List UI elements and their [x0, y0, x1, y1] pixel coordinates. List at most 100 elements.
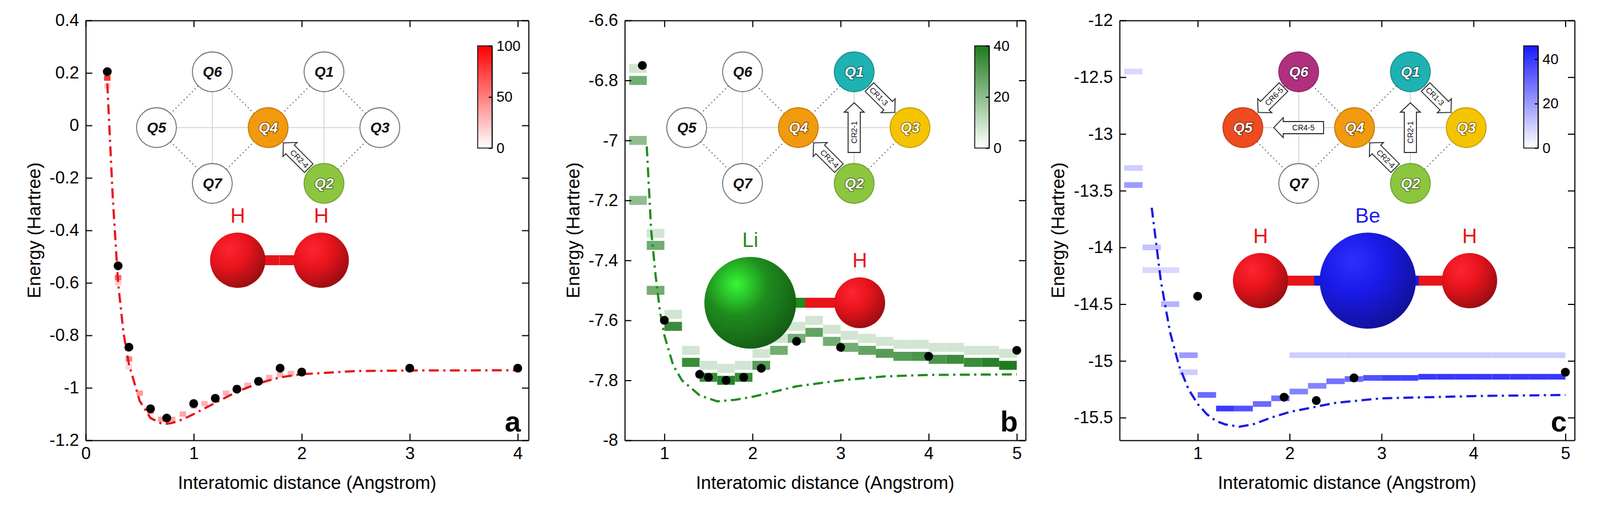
heatmap-cell: [1381, 352, 1400, 359]
data-point: [232, 384, 242, 394]
qubit-label: Q2: [314, 175, 334, 192]
tick-mark: [1567, 76, 1575, 78]
tick-label: -12.5: [1073, 67, 1113, 87]
tick-mark: [624, 320, 632, 322]
qubit-label: Q1: [844, 63, 865, 81]
tick: -7.2: [588, 190, 632, 211]
tick-label: -0.2: [49, 168, 80, 188]
tick: [1567, 77, 1575, 78]
data-point: [1193, 291, 1202, 301]
tick: -0.6: [49, 273, 93, 293]
qubit-node: [1390, 163, 1431, 204]
qubit-label: Q1: [314, 63, 334, 81]
tick: [1567, 190, 1575, 192]
coupling-arrow: CR1-3: [862, 80, 902, 120]
data-point: [721, 375, 731, 385]
tick-mark: [85, 283, 93, 285]
tick-mark: [301, 20, 303, 28]
tick-mark: [521, 72, 529, 75]
tick: 3: [835, 434, 846, 464]
data-point: [162, 414, 172, 423]
tick-label: -7.6: [588, 310, 619, 331]
atom: [293, 232, 349, 289]
coupling-arrow: CR6-5: [1251, 80, 1291, 120]
tick: 4: [924, 434, 934, 464]
heatmap-cell: [1528, 374, 1547, 380]
heatmap-cell: [201, 401, 208, 407]
atom: [210, 232, 266, 289]
data-point: [660, 316, 669, 326]
heatmap: [1123, 68, 1566, 412]
tick: -6.8: [588, 70, 632, 91]
tick-label: 3: [405, 443, 415, 464]
coupling-label: CR2-1: [849, 121, 859, 144]
tick: -12: [1088, 10, 1127, 30]
heatmap-cell: [1344, 352, 1363, 359]
tick-mark: [1018, 260, 1026, 262]
tick: -7.8: [588, 370, 632, 391]
heatmap-cell: [1399, 352, 1419, 359]
tick-mark: [1473, 20, 1475, 28]
molecule: HBeH: [1232, 204, 1498, 329]
heatmap-cell: [734, 373, 753, 383]
tick-mark: [663, 434, 666, 441]
qubit-node: [834, 163, 875, 204]
tick-label: 4: [513, 443, 523, 464]
data-point: [1311, 396, 1321, 406]
qubit-node: [304, 51, 344, 92]
tick-mark: [488, 148, 493, 150]
qubit-node: [192, 163, 233, 204]
data-point: [924, 352, 934, 362]
data-point: [1012, 346, 1022, 355]
heatmap-cell: [699, 361, 718, 370]
tick-mark: [1567, 190, 1575, 192]
y-axis: -8-7.8-7.6-7.4-7.2-7-6.8-6.6: [588, 10, 632, 451]
tick-label: 1: [1193, 443, 1203, 464]
tick: [1565, 20, 1566, 28]
axis-line: [625, 20, 1027, 22]
plot-area: [102, 67, 522, 425]
tick-mark: [1119, 247, 1127, 249]
heatmap-cell: [1123, 68, 1143, 75]
colorbar: 02040: [1523, 45, 1559, 157]
tick: [521, 388, 529, 389]
tick-label: -8: [602, 430, 619, 451]
y-axis-title: Energy (Hartree): [562, 162, 584, 299]
coupling-arrow: CR2-4: [276, 136, 316, 176]
qubit-node: [1390, 51, 1431, 92]
arrow-shape: [862, 80, 902, 120]
tick: [521, 125, 529, 127]
coupling-arrow: CR2-4: [806, 136, 846, 176]
colorbar: 02040: [974, 37, 1010, 157]
tick: -13.5: [1073, 181, 1127, 201]
tick-mark: [193, 434, 195, 441]
data-point: [703, 373, 713, 383]
tick-mark: [752, 20, 754, 28]
tick-mark: [985, 96, 990, 98]
tick: 1: [1193, 434, 1203, 464]
qubit-label: Q3: [370, 119, 390, 137]
tick-label: 3: [1377, 443, 1387, 464]
tick-label: -12: [1088, 10, 1113, 30]
heatmap-cell: [1326, 378, 1345, 385]
coupling-label: CR2-4: [1374, 147, 1398, 170]
coupling-arrow: CR2-1: [844, 102, 865, 153]
heatmap-cell: [1161, 301, 1180, 307]
tick: 50: [488, 88, 513, 106]
tick: [1473, 20, 1474, 28]
tick-mark: [840, 434, 842, 441]
tick: 3: [405, 434, 415, 464]
plot-background: [85, 20, 529, 441]
tick-mark: [521, 388, 529, 390]
y-axis: -15.5-15-14.5-14-13.5-13-12.5-12: [1073, 10, 1127, 441]
tick: [301, 20, 303, 28]
coupling-arrow: CR4-5: [1273, 117, 1324, 138]
heatmap-cell: [823, 325, 841, 334]
y-axis-right: [521, 21, 530, 442]
tick: -13: [1088, 124, 1127, 144]
tick: [1018, 200, 1026, 202]
coupling-arrow: CR2-4: [1362, 136, 1403, 176]
tick-mark: [521, 440, 529, 442]
tick-label: 2: [748, 443, 758, 464]
tick-mark: [1289, 434, 1291, 441]
